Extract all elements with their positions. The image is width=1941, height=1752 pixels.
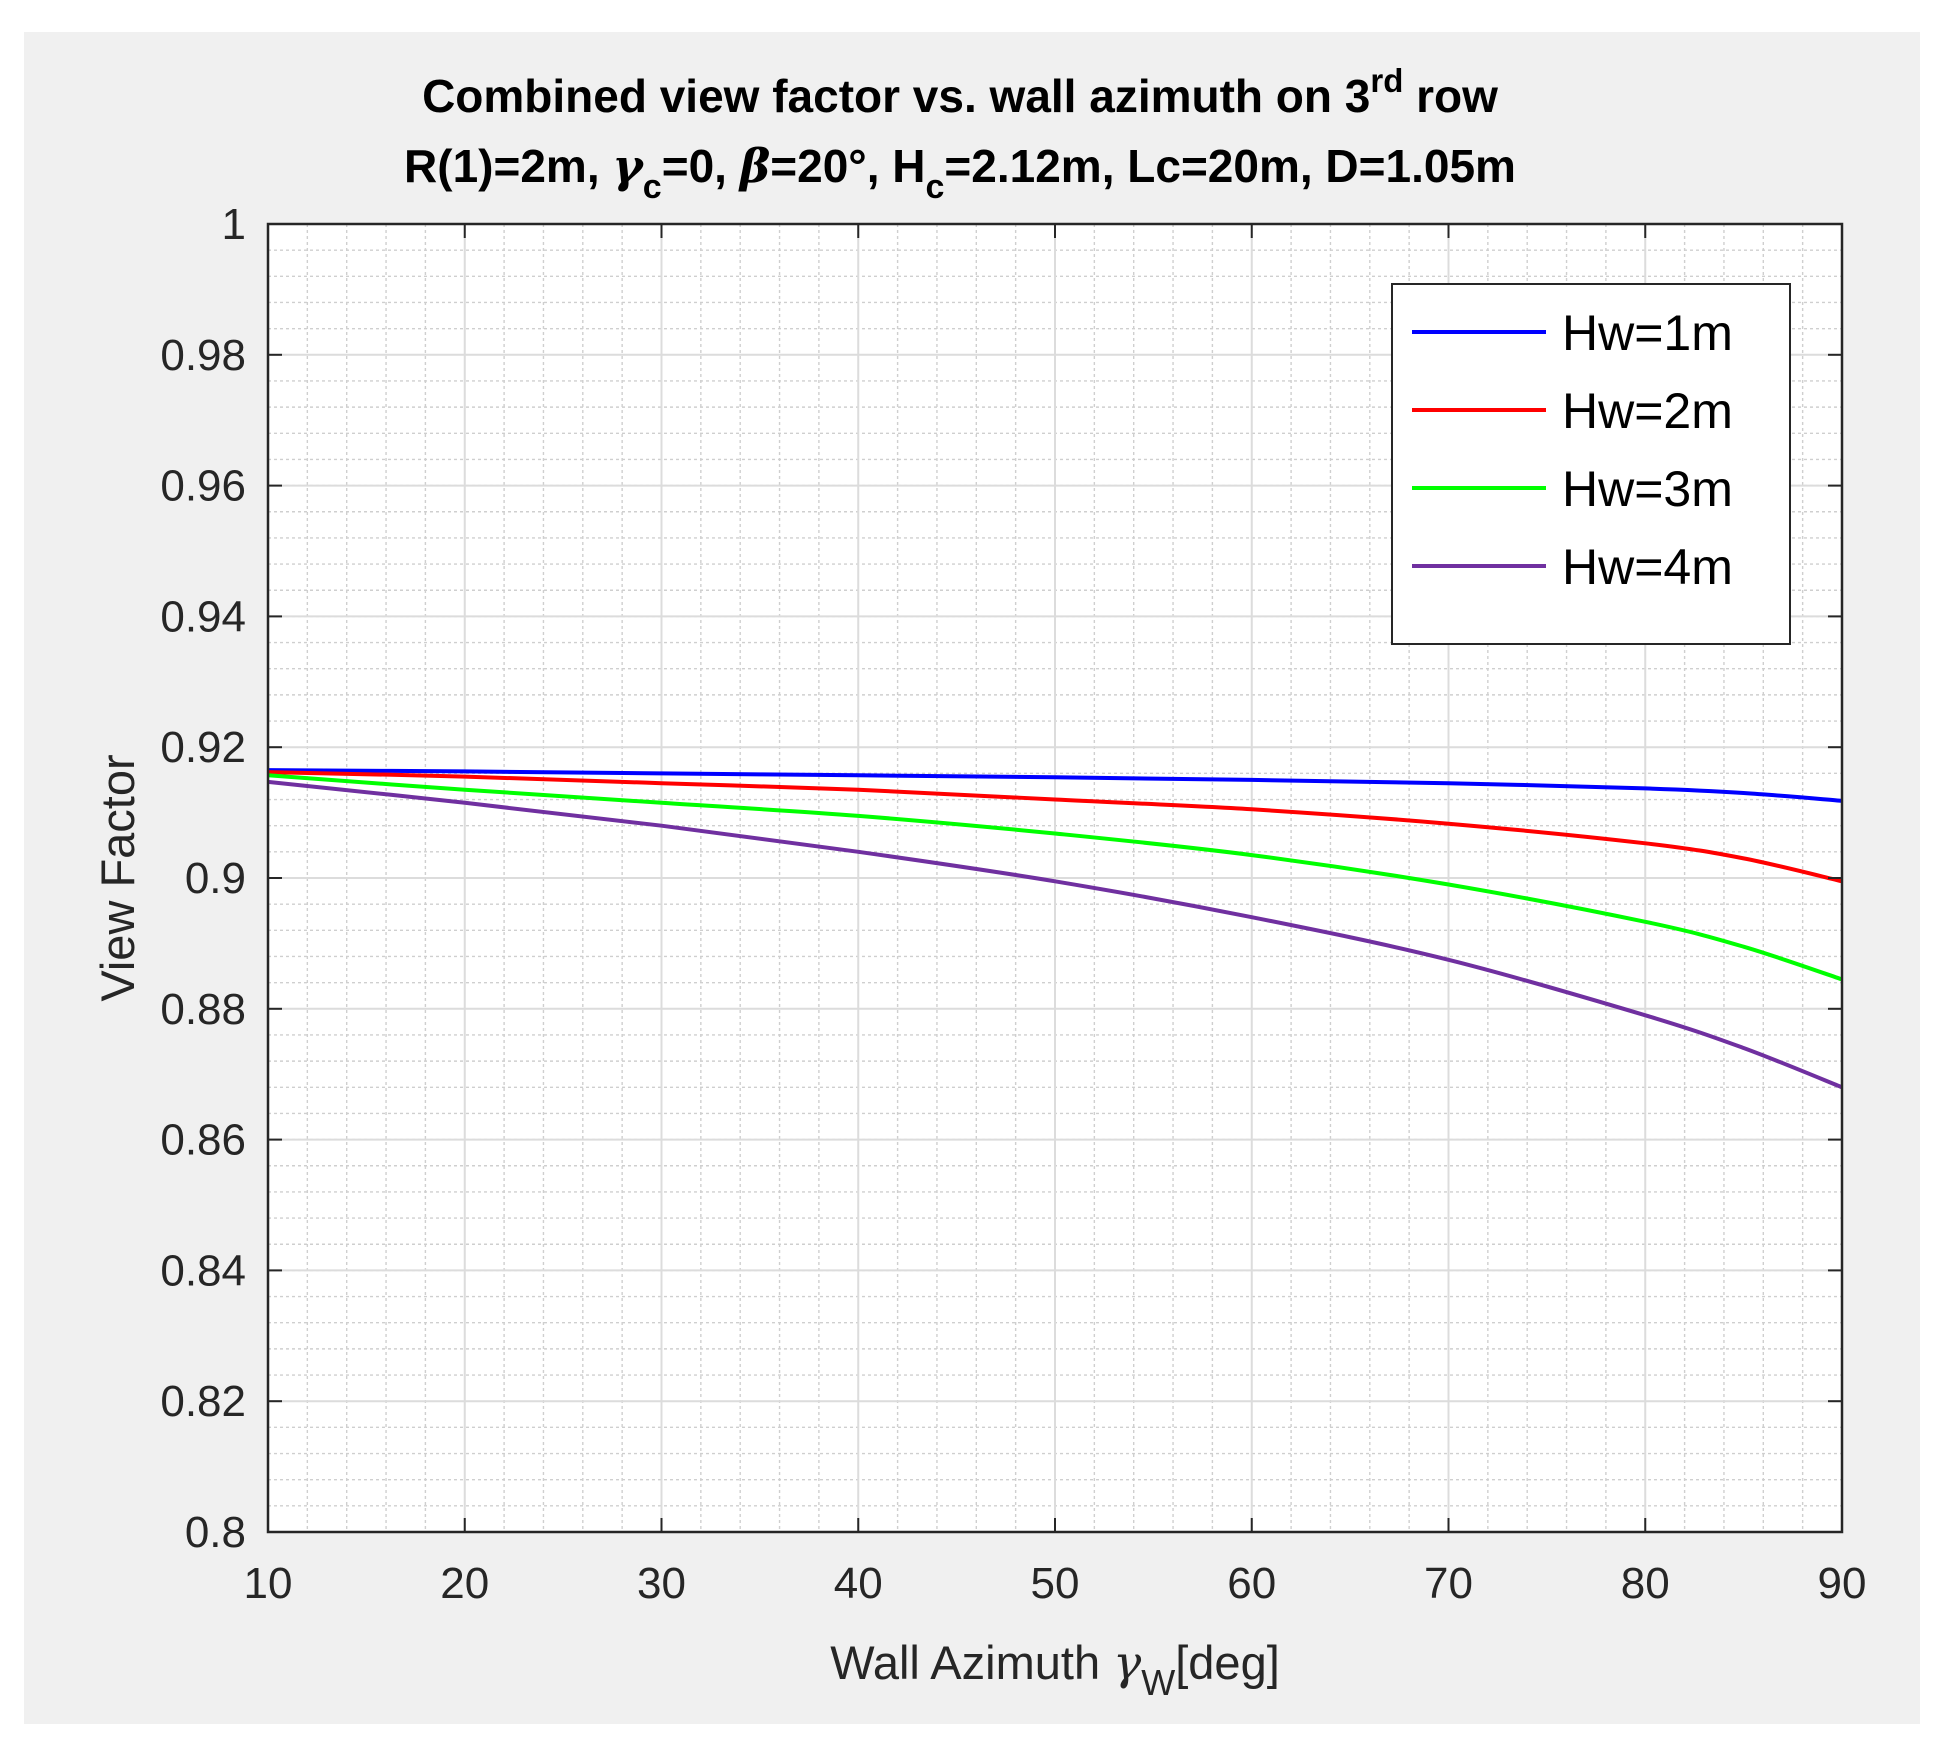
legend-label-hw-1m: Hw=1m	[1562, 305, 1733, 361]
axis-ticks	[267, 223, 1843, 1533]
series-line-hw-3m	[267, 773, 1843, 982]
chart-title-line2: R(1)=2m, γc=0, β=20°, Hc=2.12m, Lc=20m, …	[404, 139, 1516, 206]
figure-background: Combined view factor vs. wall azimuth on…	[24, 32, 1920, 1724]
series-lines	[267, 768, 1843, 1090]
x-tick-label: 90	[1818, 1559, 1867, 1608]
x-tick-label: 70	[1424, 1559, 1473, 1608]
legend: Hw=1m Hw=2m Hw=3m Hw=4m	[1391, 283, 1791, 645]
legend-box	[1391, 283, 1791, 645]
legend-label-hw-4m: Hw=4m	[1562, 539, 1733, 595]
chart-title-line1: Combined view factor vs. wall azimuth on…	[422, 62, 1498, 122]
x-tick-label: 60	[1227, 1559, 1276, 1608]
x-tick-label: 50	[1031, 1559, 1080, 1608]
chart: Combined view factor vs. wall azimuth on…	[91, 62, 1867, 1703]
legend-label-hw-3m: Hw=3m	[1562, 461, 1733, 517]
y-tick-label: 0.8	[185, 1508, 246, 1557]
y-tick-labels: 0.8 0.82 0.84 0.86 0.88 0.9 0.92 0.94 0.96 0.98 1	[160, 200, 246, 1557]
y-tick-label: 0.98	[160, 331, 246, 380]
x-tick-label: 80	[1621, 1559, 1670, 1608]
y-tick-label: 0.9	[185, 854, 246, 903]
y-tick-label: 0.88	[160, 985, 246, 1034]
y-tick-label: 0.84	[160, 1246, 246, 1295]
y-tick-label: 0.92	[160, 723, 246, 772]
x-axis-label: Wall Azimuth γW[deg]	[830, 1636, 1280, 1703]
series-line-hw-2m	[267, 770, 1843, 884]
legend-label-hw-2m: Hw=2m	[1562, 383, 1733, 439]
y-tick-label: 0.94	[160, 592, 246, 641]
x-tick-label: 40	[834, 1559, 883, 1608]
x-tick-label: 30	[637, 1559, 686, 1608]
series-line-hw-1m	[267, 768, 1843, 803]
x-tick-label: 20	[440, 1559, 489, 1608]
series-line-hw-4m	[267, 779, 1843, 1090]
x-tick-labels: 10 20 30 40 50 60 70 80 90	[244, 1559, 1867, 1608]
y-tick-label: 0.96	[160, 462, 246, 511]
y-axis-label: View Factor	[91, 754, 144, 1001]
x-tick-label: 10	[244, 1559, 293, 1608]
y-tick-label: 0.86	[160, 1116, 246, 1165]
y-tick-label: 0.82	[160, 1377, 246, 1426]
y-tick-label: 1	[222, 200, 246, 249]
